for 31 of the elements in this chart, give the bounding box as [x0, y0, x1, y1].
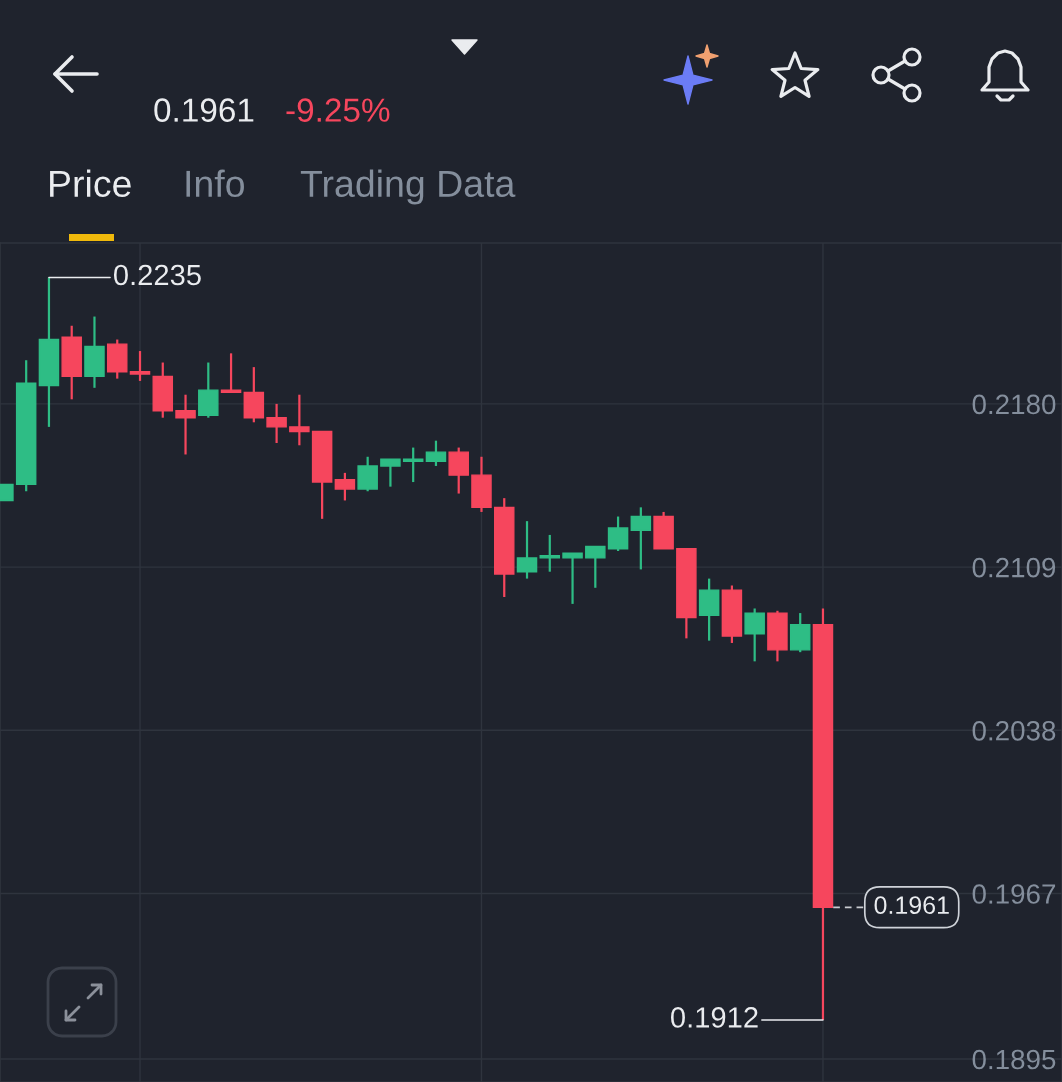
candlestick [539, 533, 561, 573]
y-tick-label: 0.1895 [972, 1049, 1056, 1070]
candlestick [448, 446, 469, 495]
text: Trading Data [300, 169, 516, 205]
candlestick [175, 393, 196, 456]
candlestick [516, 520, 538, 580]
candlestick [402, 446, 424, 484]
candlestick [585, 545, 606, 589]
candlestick [425, 439, 447, 468]
chart-subtitle: 0.1961 [154, 98, 254, 122]
text: Info [186, 169, 244, 198]
candlestick [562, 552, 583, 605]
ref-line-label: 0.1961 [874, 896, 949, 915]
candlestick [334, 471, 356, 502]
y-tick-label: 0.2109 [972, 557, 1056, 578]
text: -9.25% [286, 98, 390, 122]
candlestick [289, 393, 310, 447]
y-tick-label: 0.1967 [972, 884, 1056, 904]
text: Price [50, 169, 131, 198]
y-tick-label: 0.2038 [972, 720, 1056, 741]
annotation: 0.1912 [671, 1007, 758, 1028]
y-tick-label: 0.2180 [972, 394, 1056, 415]
candlestick [266, 402, 287, 445]
candlestick [220, 352, 242, 394]
annotation: 0.2235 [113, 264, 201, 286]
candlestick [380, 457, 401, 488]
candlestick [129, 349, 151, 383]
candlestick [357, 455, 378, 493]
candlestick [607, 515, 629, 553]
candlestick [744, 607, 765, 663]
candlestick [630, 506, 652, 571]
